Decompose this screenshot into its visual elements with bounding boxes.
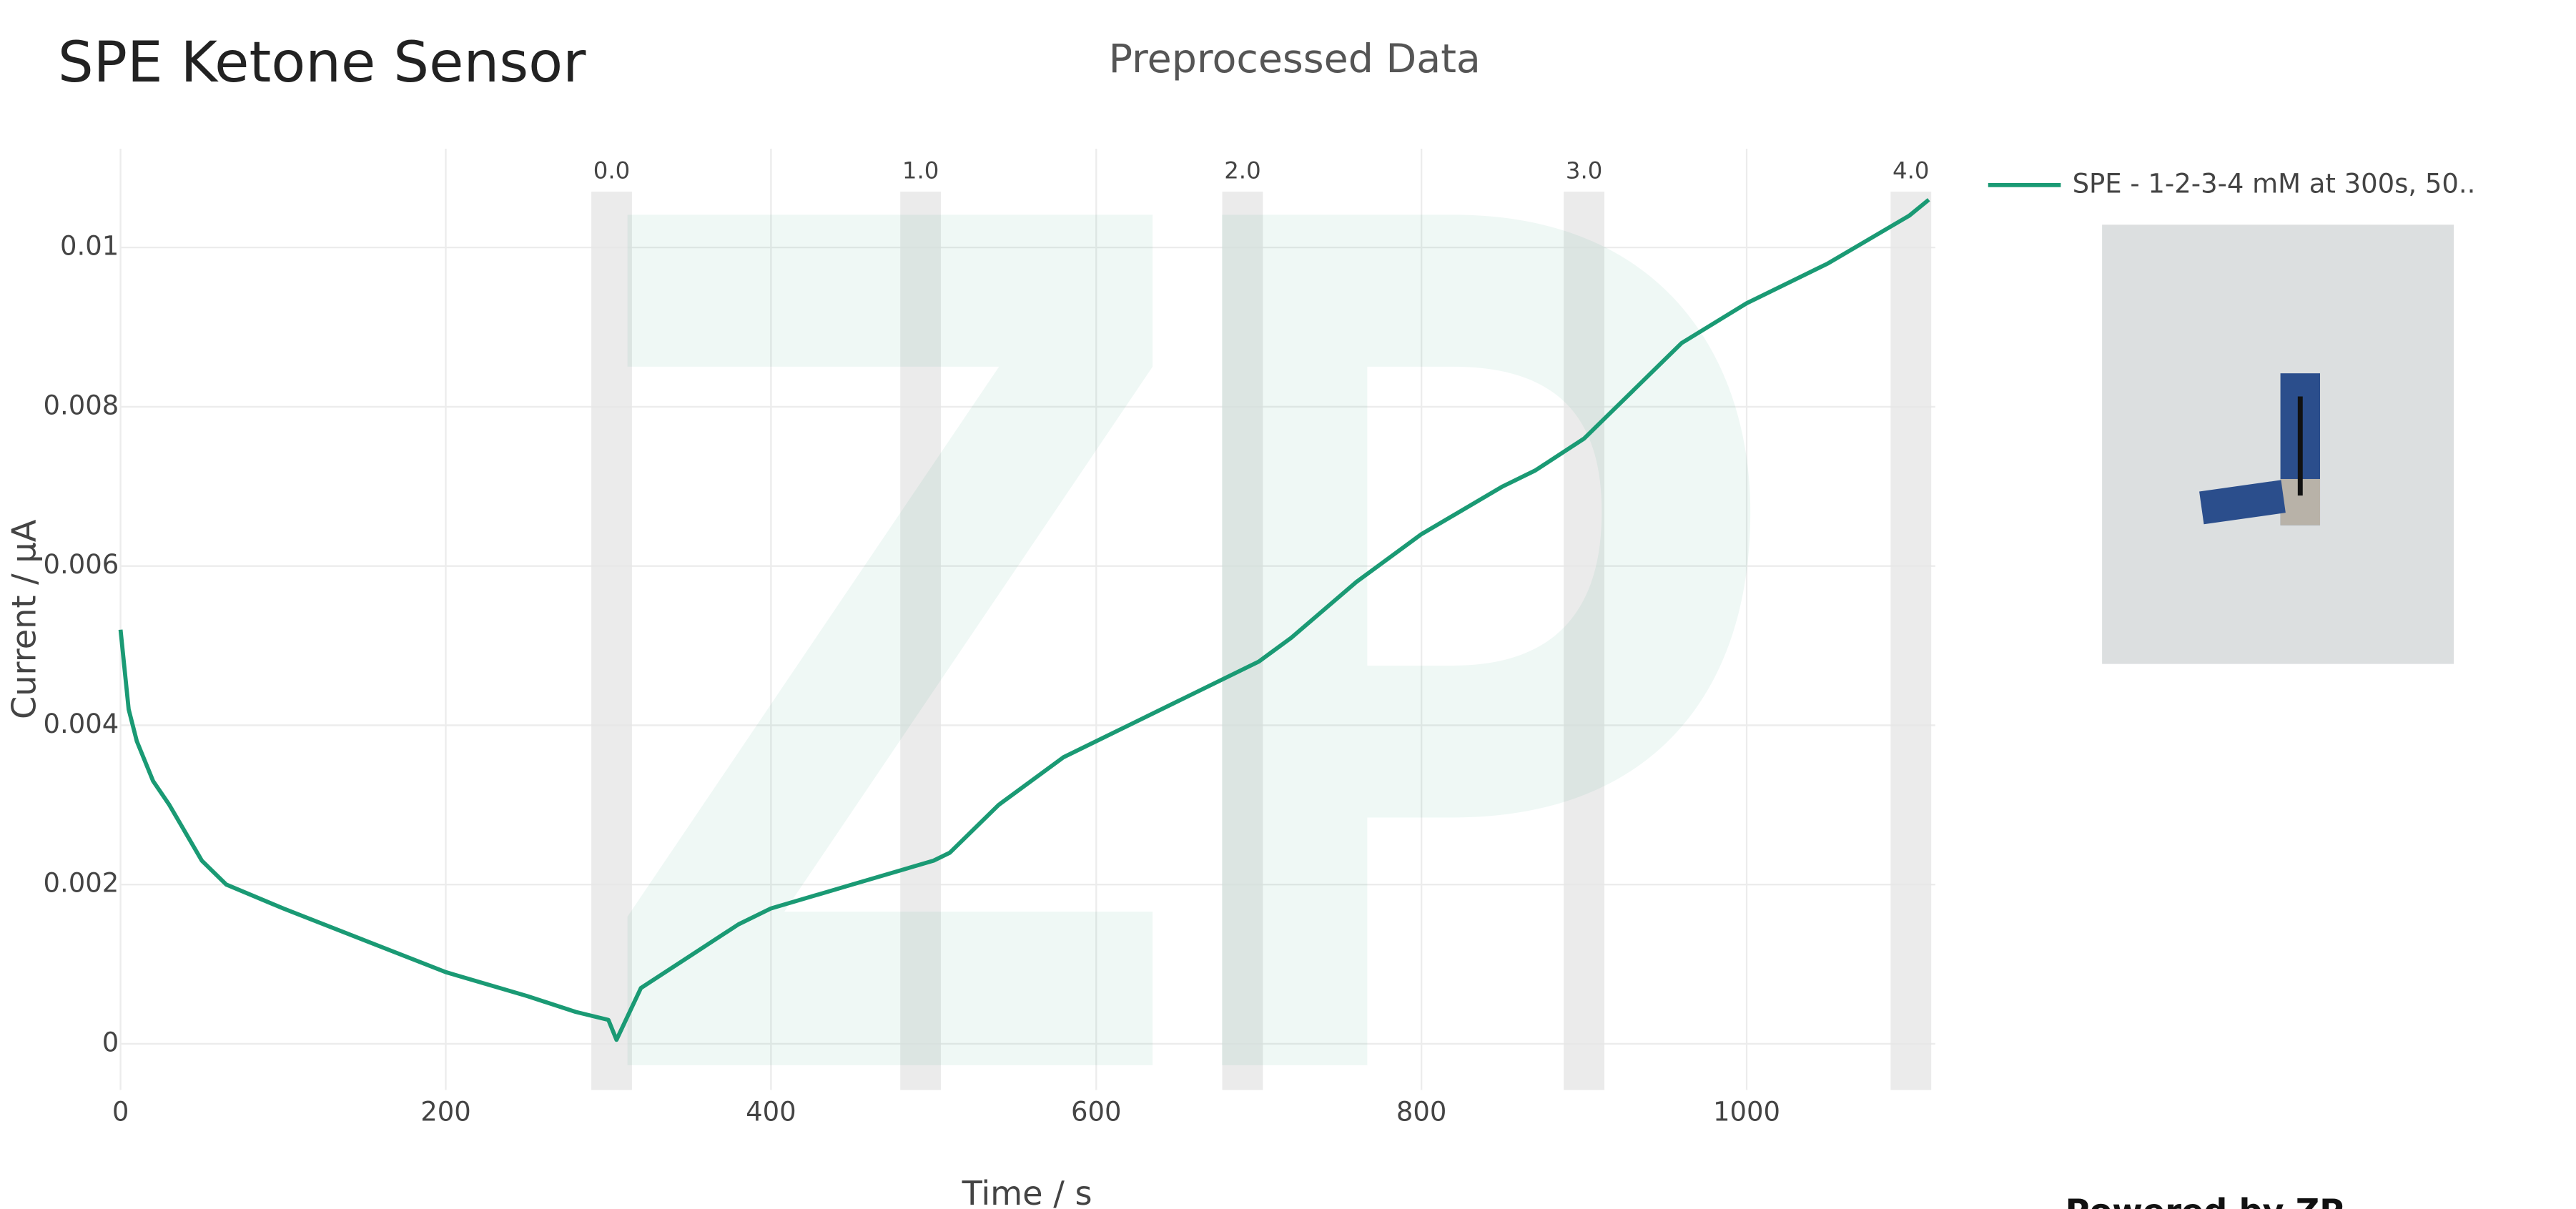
marker-label: 4.0 <box>1892 157 1929 184</box>
data-line <box>118 198 1930 1042</box>
y-axis-title: Current / µA <box>4 519 43 719</box>
plot-area: 0.0 1.0 2.0 3.0 4.0 <box>119 149 1935 1090</box>
marker-label: 1.0 <box>902 157 939 184</box>
chart-title: Preprocessed Data <box>1109 36 1481 82</box>
y-tick-label: 0 <box>102 1027 119 1057</box>
marker-band <box>1222 192 1263 1090</box>
x-axis-title: Time / s <box>962 1174 1092 1209</box>
y-tick-label: 0.01 <box>60 231 119 262</box>
page-header: SPE Ketone Sensor <box>58 29 586 95</box>
y-tick-label: 0.004 <box>44 709 119 739</box>
x-tick-label: 1000 <box>1713 1096 1780 1127</box>
x-tick-label: 600 <box>1071 1096 1122 1127</box>
y-tick-label: 0.006 <box>44 549 119 580</box>
marker-label: 0.0 <box>593 157 630 184</box>
x-tick-label: 400 <box>746 1096 796 1127</box>
x-tick-label: 800 <box>1396 1096 1447 1127</box>
marker-band <box>900 192 942 1090</box>
marker-label: 2.0 <box>1224 157 1260 184</box>
y-tick-label: 0.002 <box>44 868 119 899</box>
marker-band <box>591 192 632 1090</box>
footer: Powered by ZP <box>2066 1192 2344 1209</box>
marker-label: 3.0 <box>1566 157 1602 184</box>
marker-band <box>1890 192 1932 1090</box>
legend-label: SPE - 1-2-3-4 mM at 300s, 50.. <box>2073 168 2476 199</box>
y-tick-label: 0.008 <box>44 390 119 420</box>
marker-band <box>1564 192 1605 1090</box>
x-tick-label: 200 <box>420 1096 471 1127</box>
x-tick-label: 0 <box>112 1096 129 1127</box>
watermark <box>627 214 1751 1065</box>
product-image <box>2102 224 2454 664</box>
